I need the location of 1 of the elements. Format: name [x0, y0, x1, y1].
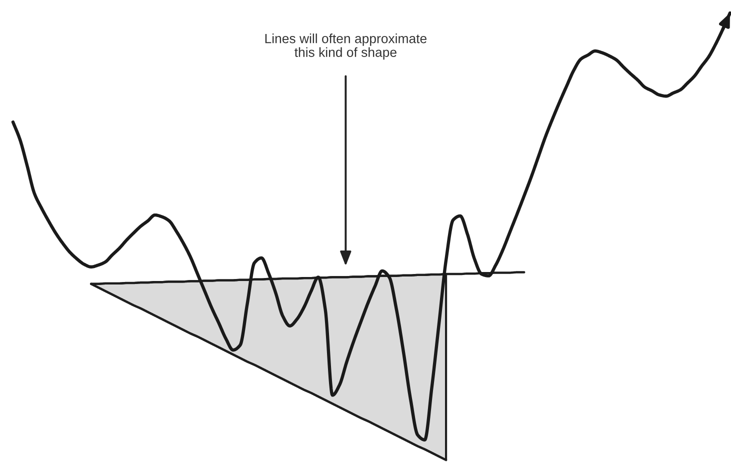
- annotation: Lines will often approximate this kind of shape: [265, 34, 427, 60]
